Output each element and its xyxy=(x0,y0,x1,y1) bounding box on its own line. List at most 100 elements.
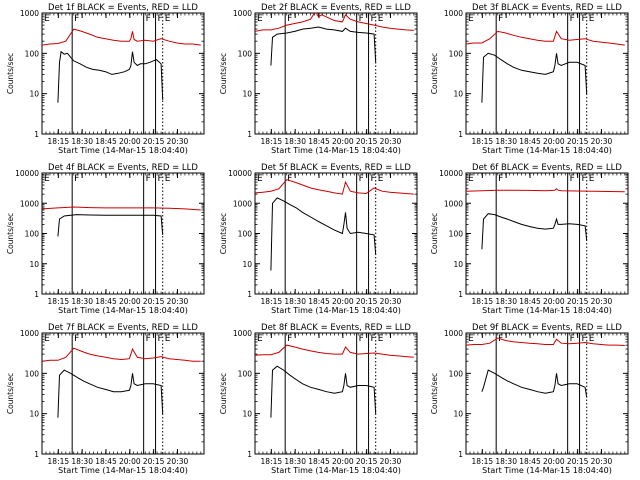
events-series-line xyxy=(270,365,377,418)
marker-label: E xyxy=(165,174,171,184)
plot-frame xyxy=(41,332,205,455)
marker-label: F xyxy=(158,334,163,344)
y-axis-label: Counts/sec xyxy=(430,213,439,254)
y-tick-label: 10 xyxy=(29,90,39,99)
x-tick-label: 20:15 xyxy=(567,137,589,146)
x-tick-label: 18:15 xyxy=(472,297,494,306)
x-tick-label: 20:00 xyxy=(543,137,565,146)
marker-label: F xyxy=(570,14,575,24)
y-tick-label: 1 xyxy=(458,130,463,139)
lld-series-line xyxy=(466,188,625,193)
series-group xyxy=(255,344,414,418)
y-tick-label: 1 xyxy=(34,450,39,459)
plot-panel-4: Det 4f BLACK = Events, RED = LLD 1 10 100 10… xyxy=(6,163,205,315)
x-tick-label: 18:30 xyxy=(71,297,93,306)
lld-series-line xyxy=(466,337,625,346)
y-tick-label: 10 xyxy=(453,260,463,269)
series-group xyxy=(466,30,625,103)
marker-label: E xyxy=(589,334,595,344)
lld-series-line xyxy=(255,13,414,32)
plot-panel-8: Det 8f BLACK = Events, RED = LLD 1 10 100 10… xyxy=(219,323,418,475)
marker-label: F xyxy=(582,14,587,24)
plot-title: Det 7f BLACK = Events, RED = LLD xyxy=(48,323,198,333)
y-tick-label: 1000 xyxy=(20,329,39,338)
y-axis-label: Counts/sec xyxy=(219,373,228,414)
x-tick-label: 20:30 xyxy=(380,137,402,146)
marker-label: E xyxy=(589,14,595,24)
x-tick-label: 18:15 xyxy=(472,137,494,146)
x-tick-label: 18:30 xyxy=(284,137,306,146)
y-tick-label: 1 xyxy=(458,290,463,299)
x-tick-label: 18:15 xyxy=(261,457,283,466)
y-tick-label: 1000 xyxy=(233,329,252,338)
lld-series-line xyxy=(42,347,201,362)
x-tick-label: 20:15 xyxy=(567,457,589,466)
marker-label: F xyxy=(498,174,503,184)
marker-label: F xyxy=(582,334,587,344)
series-group xyxy=(466,188,625,250)
marker-label: E xyxy=(378,174,384,184)
x-axis-label: Start Time (14-Mar-15 18:04:40) xyxy=(271,306,401,315)
series-group xyxy=(255,13,414,66)
marker-label: E xyxy=(468,14,474,24)
marker-label: E xyxy=(257,14,263,24)
y-tick-label: 10000 xyxy=(228,169,252,178)
y-tick-label: 100 xyxy=(449,49,464,58)
x-tick-label: 18:45 xyxy=(519,297,541,306)
x-tick-label: 20:30 xyxy=(380,457,402,466)
y-tick-label: 10000 xyxy=(439,169,463,178)
x-tick-label: 20:00 xyxy=(332,297,354,306)
plot-frame xyxy=(254,12,418,135)
x-tick-label: 18:30 xyxy=(71,137,93,146)
x-axis-label: Start Time (14-Mar-15 18:04:40) xyxy=(58,466,188,475)
marker-label: F xyxy=(158,174,163,184)
y-tick-label: 10 xyxy=(29,410,39,419)
marker-label: E xyxy=(589,174,595,184)
marker-label: E xyxy=(165,14,171,24)
events-series-line xyxy=(270,197,377,271)
x-tick-label: 20:00 xyxy=(543,297,565,306)
marker-label: E xyxy=(44,174,50,184)
plot-panel-1: Det 1f BLACK = Events, RED = LLD 1 10 100 10… xyxy=(6,3,205,155)
y-axis-label: Counts/sec xyxy=(6,53,15,94)
events-series-line xyxy=(57,369,164,418)
x-tick-label: 20:15 xyxy=(356,297,378,306)
x-axis-label: Start Time (14-Mar-15 18:04:40) xyxy=(482,306,612,315)
series-group xyxy=(42,347,201,418)
marker-label: F xyxy=(158,14,163,24)
plot-title: Det 8f BLACK = Events, RED = LLD xyxy=(261,323,411,333)
plot-title: Det 5f BLACK = Events, RED = LLD xyxy=(261,163,411,173)
y-tick-label: 10 xyxy=(242,90,252,99)
y-tick-label: 1000 xyxy=(444,199,463,208)
plot-title: Det 4f BLACK = Events, RED = LLD xyxy=(48,163,198,173)
marker-label: F xyxy=(498,14,503,24)
series-group xyxy=(466,337,625,398)
marker-label: F xyxy=(287,14,292,24)
y-tick-label: 10 xyxy=(453,410,463,419)
lld-series-line xyxy=(466,30,625,46)
marker-label: F xyxy=(146,174,151,184)
y-axis-label: Counts/sec xyxy=(6,373,15,414)
y-tick-label: 1000 xyxy=(20,9,39,18)
marker-label: E xyxy=(44,334,50,344)
x-tick-label: 20:00 xyxy=(119,137,141,146)
marker-label: F xyxy=(287,174,292,184)
y-tick-label: 100 xyxy=(25,49,40,58)
x-tick-label: 18:45 xyxy=(95,137,117,146)
plot-panel-6: Det 6f BLACK = Events, RED = LLD 1 10 100 10… xyxy=(430,163,629,315)
y-tick-label: 100 xyxy=(238,230,253,239)
x-axis-label: Start Time (14-Mar-15 18:04:40) xyxy=(58,306,188,315)
x-tick-label: 18:45 xyxy=(308,297,330,306)
marker-label: F xyxy=(359,14,364,24)
x-tick-label: 20:00 xyxy=(119,457,141,466)
x-axis-label: Start Time (14-Mar-15 18:04:40) xyxy=(482,466,612,475)
x-tick-label: 20:30 xyxy=(167,457,189,466)
y-axis-label: Counts/sec xyxy=(6,213,15,254)
x-tick-label: 20:30 xyxy=(591,137,613,146)
marker-label: F xyxy=(582,174,587,184)
y-tick-label: 1000 xyxy=(233,199,252,208)
series-group xyxy=(255,179,414,271)
marker-label: F xyxy=(74,334,79,344)
x-axis-label: Start Time (14-Mar-15 18:04:40) xyxy=(271,146,401,155)
marker-label: F xyxy=(74,174,79,184)
